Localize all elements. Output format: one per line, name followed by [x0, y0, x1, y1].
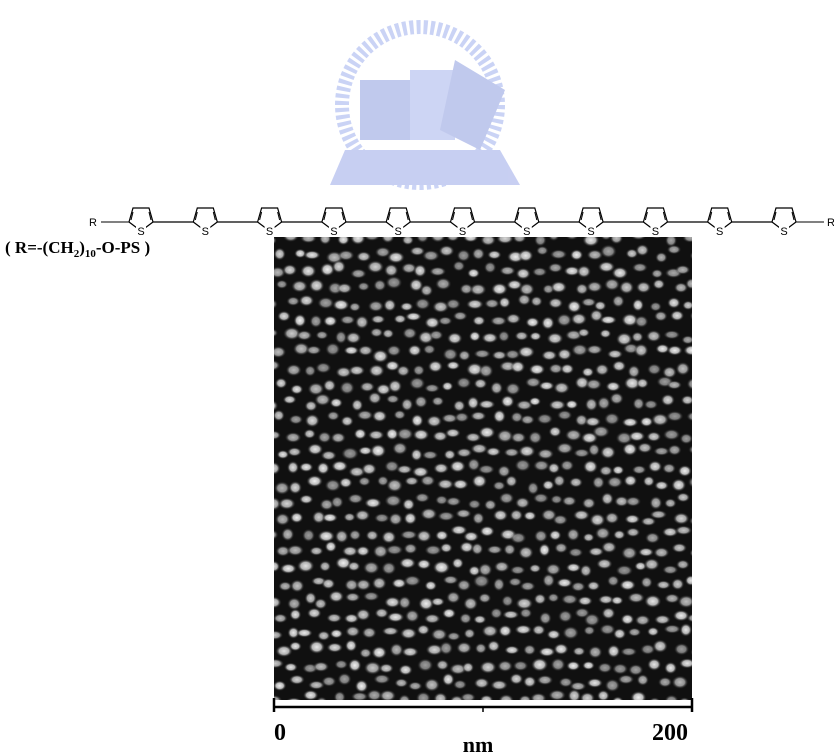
scale-unit: nm: [463, 732, 494, 756]
figure: ( R=-(CH2)10-O-PS ) S S S S S S S S S S S R R 0 200 n…: [0, 0, 834, 756]
sulfur-label: S: [716, 226, 723, 238]
sulfur-label: S: [459, 226, 466, 238]
sulfur-label: S: [202, 226, 209, 238]
sulfur-label: S: [523, 226, 530, 238]
formula: ( R=-(CH2)10-O-PS ): [5, 238, 150, 260]
scale-tick-label: 200: [652, 720, 688, 746]
page: ( R=-(CH2)10-O-PS ) S S S S S S S S S S S R R 0 200 n…: [0, 0, 834, 756]
formula-part: ( R=-(CH: [5, 238, 74, 257]
sulfur-label: S: [395, 226, 402, 238]
watermark-logo: [330, 27, 520, 185]
sulfur-label: S: [330, 226, 337, 238]
sulfur-label: S: [652, 226, 659, 238]
formula-part: -O-PS ): [96, 238, 150, 257]
sulfur-label: S: [266, 226, 273, 238]
end-group: R: [827, 217, 834, 229]
sulfur-label: S: [587, 226, 594, 238]
sulfur-label: S: [137, 226, 144, 238]
end-group: R: [89, 217, 97, 229]
sulfur-label: S: [780, 226, 787, 238]
formula-part: 10: [85, 248, 97, 260]
scale-tick-label: 0: [274, 720, 286, 746]
